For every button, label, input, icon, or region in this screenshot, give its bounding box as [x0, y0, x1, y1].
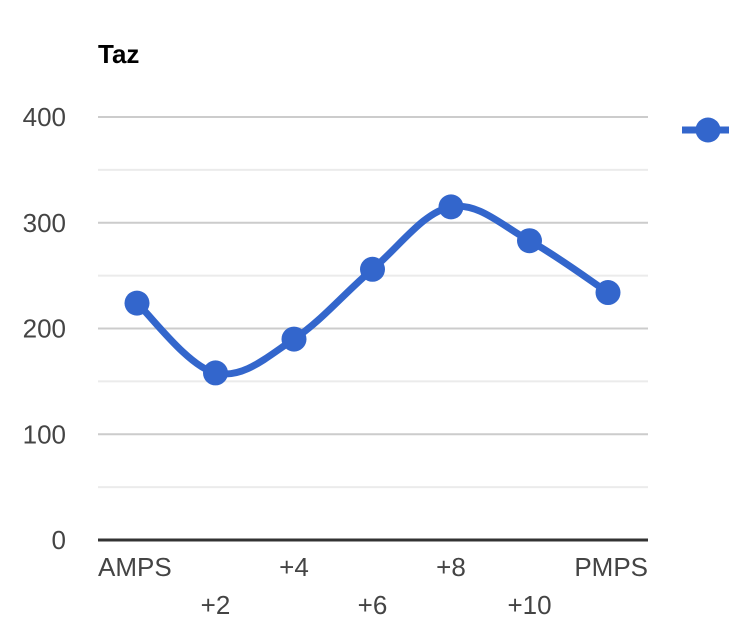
y-tick-label: 200: [23, 314, 66, 344]
legend: [682, 117, 729, 143]
x-tick-label: AMPS: [98, 552, 172, 582]
data-point[interactable]: [517, 228, 542, 254]
y-axis-ticks: 0 100 200 300 400: [23, 102, 66, 555]
data-point[interactable]: [360, 256, 385, 282]
legend-marker: [695, 117, 721, 143]
y-tick-label: 0: [52, 525, 66, 555]
x-tick-label: +10: [507, 590, 551, 620]
x-tick-label: +6: [358, 590, 388, 620]
data-point[interactable]: [124, 290, 150, 316]
x-tick-label: +2: [201, 590, 231, 620]
x-tick-label: PMPS: [574, 552, 648, 582]
data-point[interactable]: [281, 326, 307, 352]
grid-lines: [98, 116, 648, 542]
x-tick-label: +4: [279, 552, 309, 582]
y-tick-label: 300: [23, 208, 66, 238]
data-point[interactable]: [438, 194, 464, 220]
x-tick-label: +8: [436, 552, 466, 582]
chart-title: Taz: [98, 39, 139, 69]
data-point[interactable]: [595, 280, 621, 306]
x-axis-ticks: AMPS +2 +4 +6 +8 +10 PMPS: [98, 552, 648, 620]
data-point[interactable]: [203, 360, 228, 386]
y-tick-label: 400: [23, 102, 66, 132]
series-layer: [124, 194, 621, 386]
y-tick-label: 100: [23, 419, 66, 449]
